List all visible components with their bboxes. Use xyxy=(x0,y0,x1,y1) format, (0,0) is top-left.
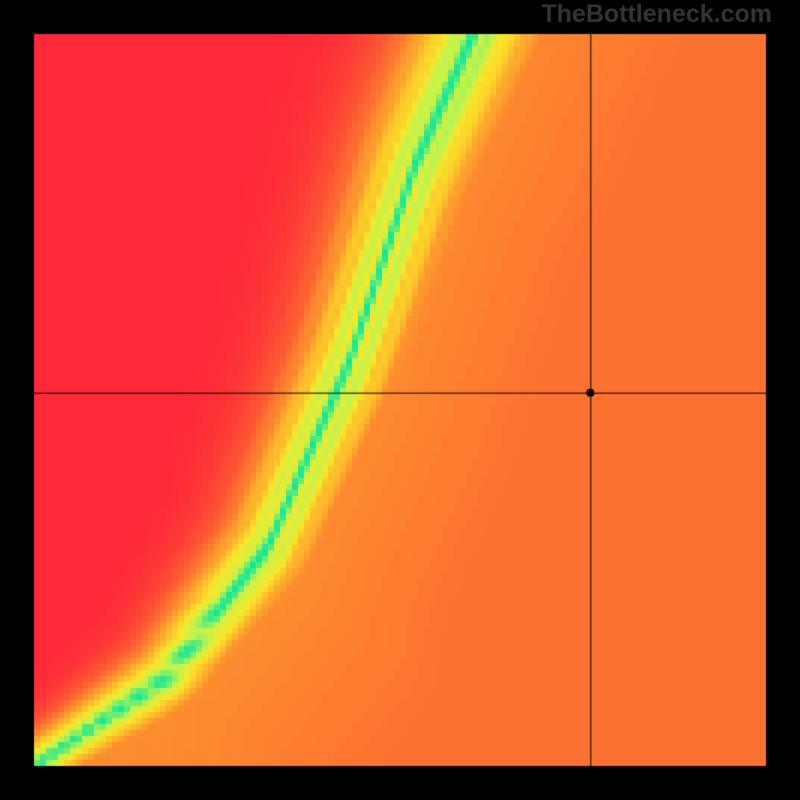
watermark-text: TheBottleneck.com xyxy=(541,0,772,29)
bottleneck-heatmap xyxy=(0,0,800,800)
